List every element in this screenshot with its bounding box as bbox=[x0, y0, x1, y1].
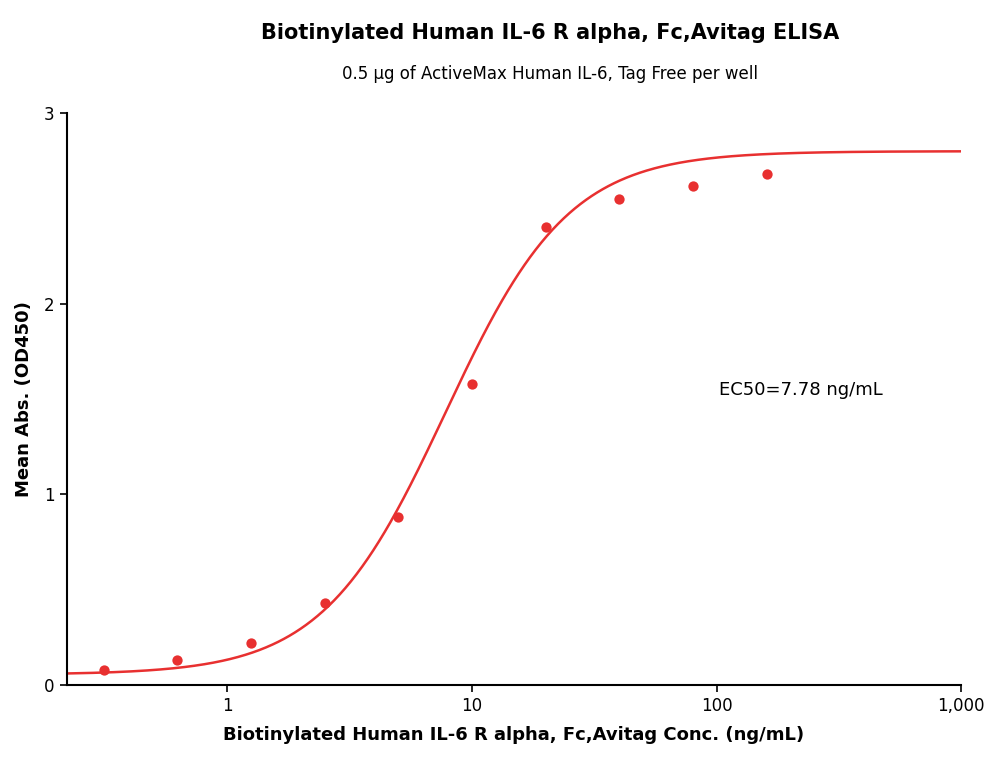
X-axis label: Biotinylated Human IL-6 R alpha, Fc,Avitag Conc. (ng/mL): Biotinylated Human IL-6 R alpha, Fc,Avit… bbox=[223, 726, 804, 744]
Point bbox=[538, 222, 554, 234]
Point bbox=[390, 512, 406, 524]
Point bbox=[685, 179, 701, 191]
Point bbox=[243, 637, 259, 649]
Point bbox=[96, 664, 112, 676]
Y-axis label: Mean Abs. (OD450): Mean Abs. (OD450) bbox=[15, 301, 33, 497]
Point bbox=[611, 193, 627, 205]
Point bbox=[464, 378, 480, 390]
Point bbox=[169, 654, 185, 666]
Text: 0.5 μg of ActiveMax Human IL-6, Tag Free per well: 0.5 μg of ActiveMax Human IL-6, Tag Free… bbox=[342, 65, 758, 83]
Text: EC50=7.78 ng/mL: EC50=7.78 ng/mL bbox=[719, 380, 882, 398]
Point bbox=[759, 168, 775, 180]
Point bbox=[317, 597, 333, 609]
Text: Biotinylated Human IL-6 R alpha, Fc,Avitag ELISA: Biotinylated Human IL-6 R alpha, Fc,Avit… bbox=[261, 23, 839, 43]
